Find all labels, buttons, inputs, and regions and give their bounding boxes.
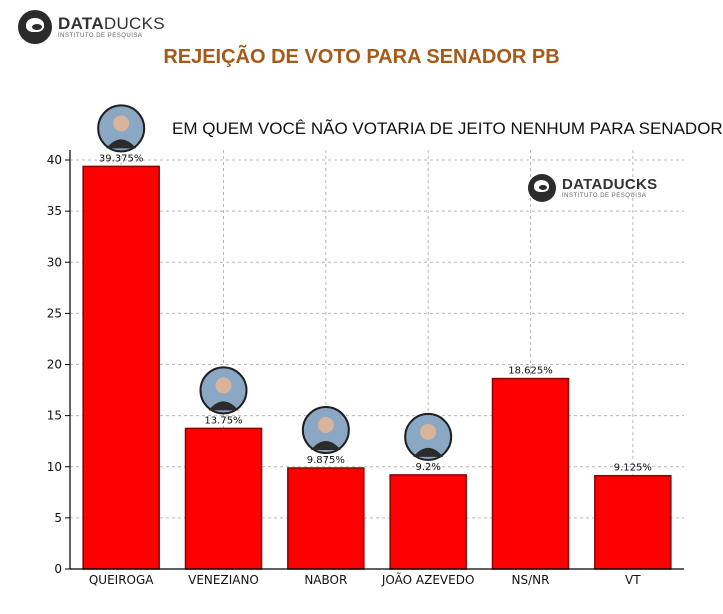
x-tick-label: QUEIROGA bbox=[89, 573, 154, 587]
y-tick-label: 0 bbox=[54, 562, 62, 576]
y-tick-label: 15 bbox=[47, 409, 62, 423]
brand-text: DATADUCKS INSTITUTO DE PESQUISA bbox=[58, 15, 165, 39]
bar-value-label: 9.875% bbox=[307, 455, 345, 466]
y-tick-label: 25 bbox=[47, 306, 62, 320]
candidate-suit-icon bbox=[310, 441, 341, 451]
candidate-suit-icon bbox=[413, 447, 444, 457]
y-tick-label: 20 bbox=[47, 358, 62, 372]
y-tick-label: 5 bbox=[54, 511, 62, 525]
duck-logo-icon bbox=[18, 10, 52, 44]
y-tick-label: 35 bbox=[47, 204, 62, 218]
chart-watermark-logo: DATADUCKS INSTITUTO DE PESQUISA bbox=[528, 174, 657, 202]
candidate-suit-icon bbox=[106, 139, 137, 149]
brand-wordmark: DATADUCKS bbox=[58, 15, 165, 32]
bar-value-label: 13.75% bbox=[204, 415, 242, 426]
x-tick-label: NS/NR bbox=[512, 573, 550, 587]
bar-value-label: 39.375% bbox=[99, 153, 144, 164]
page-title: REJEIÇÃO DE VOTO PARA SENADOR PB bbox=[163, 46, 560, 68]
x-tick-label: VENEZIANO bbox=[188, 573, 259, 587]
candidate-face-icon bbox=[317, 417, 334, 434]
header-logo: DATADUCKS INSTITUTO DE PESQUISA bbox=[18, 10, 165, 44]
brand-tagline: INSTITUTO DE PESQUISA bbox=[58, 33, 143, 39]
chart-brand-text: DATADUCKS INSTITUTO DE PESQUISA bbox=[562, 177, 657, 199]
candidate-face-icon bbox=[113, 115, 130, 132]
chart-title: EM QUEM VOCÊ NÃO VOTARIA DE JEITO NENHUM… bbox=[172, 119, 723, 138]
bar bbox=[82, 165, 160, 570]
x-tick-label: VT bbox=[625, 573, 641, 587]
brand-name-light: DUCKS bbox=[103, 14, 165, 33]
bar-value-label: 9.2% bbox=[415, 462, 440, 473]
bar bbox=[594, 474, 672, 570]
bar-value-label: 9.125% bbox=[614, 463, 652, 474]
chart-brand-tagline: INSTITUTO DE PESQUISA bbox=[562, 193, 647, 199]
x-tick-label: NABOR bbox=[304, 573, 347, 587]
x-tick-label: JOÃO AZEVEDO bbox=[381, 572, 475, 587]
y-tick-label: 10 bbox=[47, 460, 62, 474]
bar bbox=[389, 474, 467, 570]
candidate-face-icon bbox=[420, 423, 437, 440]
brand-name-bold: DATA bbox=[58, 14, 104, 33]
bar bbox=[491, 377, 570, 570]
candidate-face-icon bbox=[215, 377, 232, 394]
bar-value-label: 18.625% bbox=[508, 366, 553, 377]
y-tick-label: 30 bbox=[47, 255, 62, 269]
chart-brand-wordmark: DATADUCKS bbox=[562, 176, 658, 193]
bar bbox=[287, 467, 365, 570]
duck-logo-icon bbox=[528, 174, 556, 202]
y-tick-label: 40 bbox=[47, 153, 62, 167]
bar bbox=[184, 427, 263, 570]
candidate-suit-icon bbox=[208, 401, 239, 411]
